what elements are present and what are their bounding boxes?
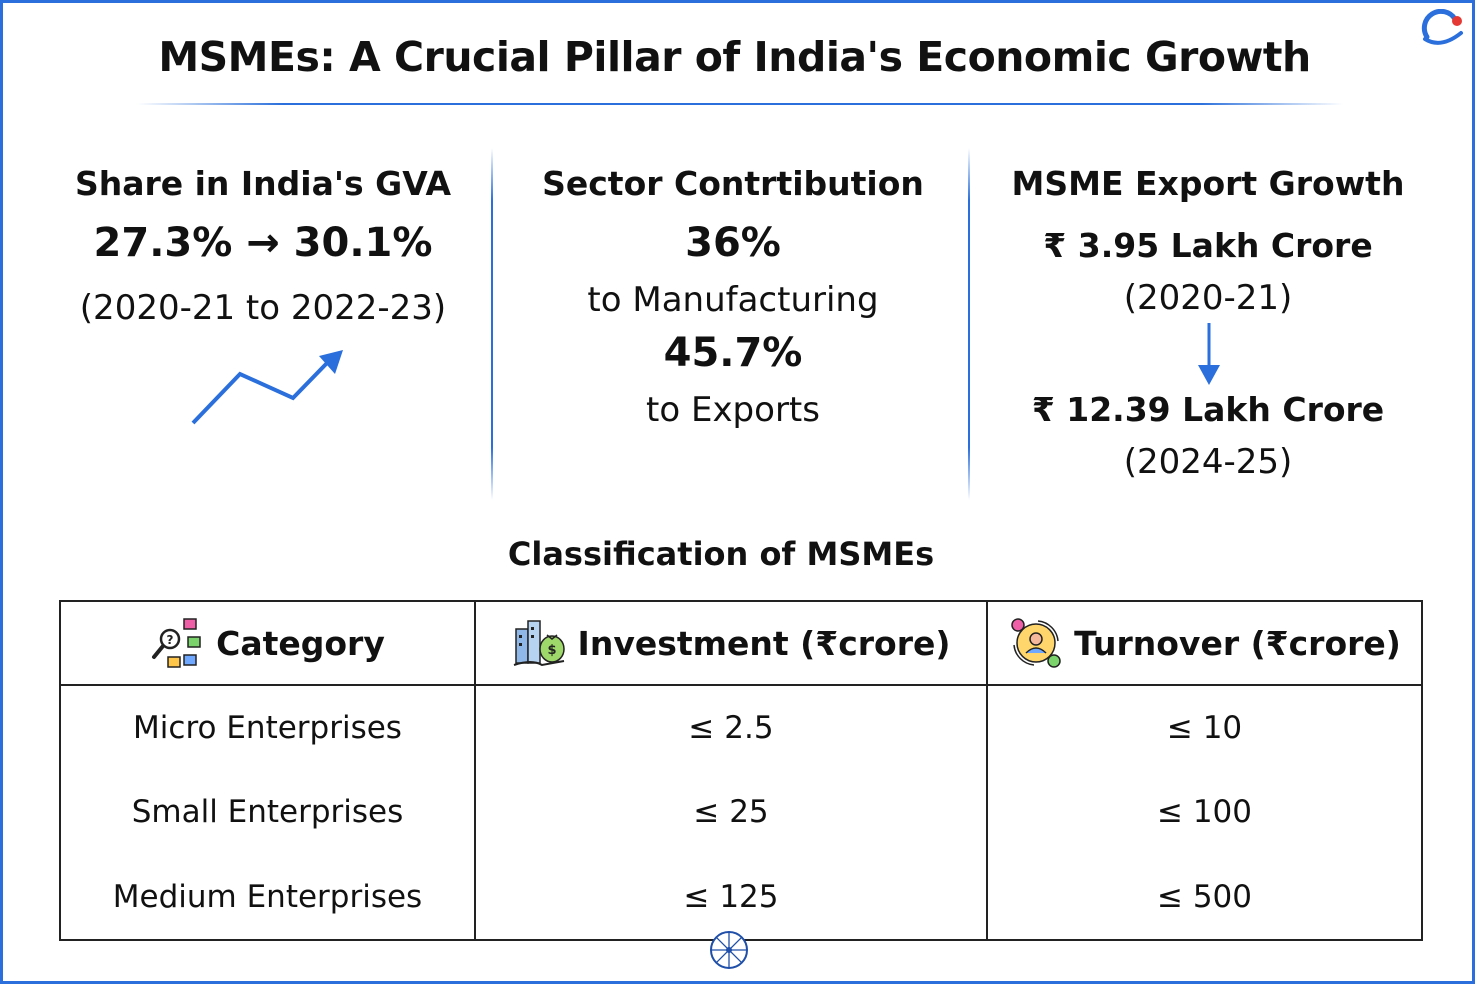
- turnover-cell: ≤ 10: [986, 685, 1423, 771]
- investment-building-moneybag-icon: $: [513, 620, 565, 667]
- investment-cell: ≤ 2.5: [474, 685, 988, 771]
- exports-label: to Exports: [646, 390, 820, 430]
- category-cell: Small Enterprises: [59, 770, 476, 855]
- gva-heading: Share in India's GVA: [74, 164, 452, 203]
- table-row: Medium Enterprises ≤ 125 ≤ 500: [59, 854, 1423, 941]
- category-cell: Micro Enterprises: [59, 685, 476, 771]
- column-header-label: Category: [216, 623, 385, 663]
- column-header-turnover: Turnover (₹crore): [986, 600, 1423, 686]
- manufacturing-label: to Manufacturing: [587, 280, 879, 320]
- column-divider: [491, 148, 493, 500]
- column-header-label: Turnover (₹crore): [1074, 623, 1401, 663]
- ashoka-chakra-wheel-icon: [710, 931, 748, 969]
- gva-period: (2020-21 to 2022-23): [79, 288, 447, 328]
- column-header-investment: $ Investment (₹crore): [474, 600, 988, 686]
- classification-title: Classification of MSMEs: [507, 535, 935, 573]
- gva-value: 27.3% → 30.1%: [93, 220, 433, 266]
- investment-cell: ≤ 125: [474, 854, 988, 941]
- trend-up-arrow-icon: [191, 350, 343, 425]
- export-to-value: ₹ 12.39 Lakh Crore: [1031, 390, 1385, 429]
- svg-text:?: ?: [167, 633, 174, 647]
- table-header-row: ? Category: [59, 600, 1423, 686]
- logo-icon: [1421, 9, 1463, 45]
- export-to-period: (2024-25): [1123, 442, 1293, 482]
- title-divider: [138, 103, 1343, 105]
- export-from-period: (2020-21): [1123, 278, 1293, 318]
- sector-heading: Sector Contrtibution: [542, 164, 924, 203]
- investment-cell: ≤ 25: [474, 770, 988, 855]
- column-divider: [968, 148, 970, 500]
- column-header-category: ? Category: [59, 600, 476, 686]
- export-growth-panel: MSME Export Growth ₹ 3.95 Lakh Crore (20…: [978, 158, 1438, 488]
- page-title: MSMEs: A Crucial Pillar of India's Econo…: [158, 33, 1311, 81]
- category-cell: Medium Enterprises: [59, 854, 476, 941]
- svg-text:$: $: [547, 643, 556, 658]
- table-row: Micro Enterprises ≤ 2.5 ≤ 10: [59, 685, 1423, 771]
- export-heading: MSME Export Growth: [1011, 164, 1405, 203]
- exports-value: 45.7%: [663, 330, 803, 376]
- turnover-cycle-people-icon: [1011, 618, 1061, 668]
- column-header-label: Investment (₹crore): [577, 623, 951, 663]
- gva-panel: Share in India's GVA 27.3% → 30.1% (2020…: [43, 158, 483, 448]
- arrow-down-icon: [1198, 323, 1220, 385]
- export-from-value: ₹ 3.95 Lakh Crore: [1043, 226, 1373, 265]
- turnover-cell: ≤ 100: [986, 770, 1423, 855]
- classification-table: ? Category: [59, 600, 1423, 941]
- category-chart-icon: ?: [152, 618, 201, 668]
- table-row: Small Enterprises ≤ 25 ≤ 100: [59, 770, 1423, 855]
- sector-panel: Sector Contrtibution 36% to Manufacturin…: [503, 158, 963, 448]
- manufacturing-value: 36%: [685, 220, 781, 266]
- turnover-cell: ≤ 500: [986, 854, 1423, 941]
